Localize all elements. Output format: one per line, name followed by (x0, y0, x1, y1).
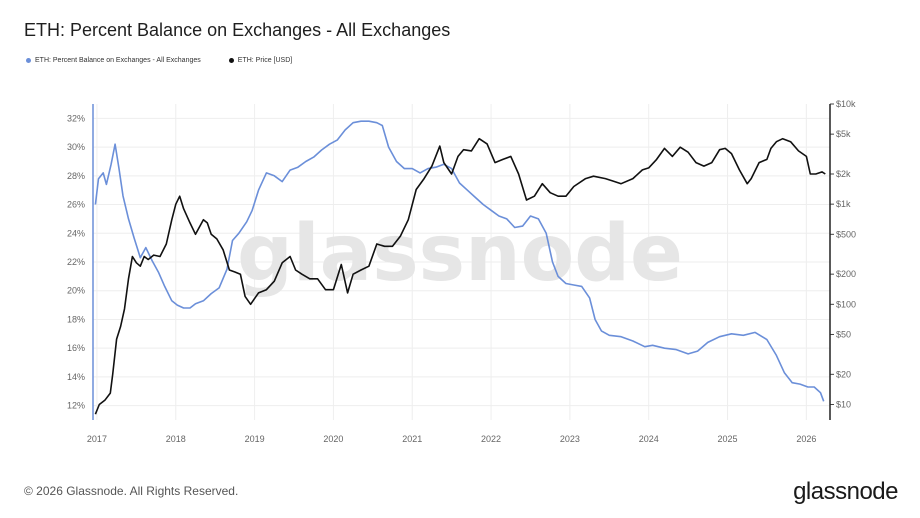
y-left-tick-label: 30% (67, 142, 85, 152)
x-tick-label: 2018 (166, 434, 186, 444)
y-left-tick-label: 28% (67, 171, 85, 181)
x-tick-label: 2019 (245, 434, 265, 444)
series-line-balance (94, 120, 825, 402)
legend-label-price: ETH: Price [USD] (237, 57, 293, 64)
y-right-tick-label: $200 (836, 269, 856, 279)
series-line-price (94, 137, 826, 415)
legend-item-price[interactable]: ETH: Price [USD] (228, 57, 293, 64)
legend-dot-price (228, 58, 234, 63)
x-tick-label: 2021 (402, 434, 422, 444)
y-right-tick-label: $5k (836, 129, 851, 139)
series-layer (94, 120, 826, 415)
y-left-tick-label: 32% (67, 113, 85, 123)
y-left-tick-label: 26% (67, 200, 85, 210)
y-right-tick-label: $100 (836, 299, 856, 309)
grid-layer (93, 104, 830, 420)
y-left-tick-label: 22% (67, 257, 85, 267)
y-left-tick-label: 18% (67, 314, 85, 324)
y-left-tick-label: 12% (67, 401, 85, 411)
legend-dot-balance (26, 58, 31, 63)
y-right-tick-label: $50 (836, 329, 851, 339)
y-right-tick-label: $20 (836, 369, 851, 379)
legend-label-balance: ETH: Percent Balance on Exchanges - All … (35, 57, 201, 64)
x-tick-label: 2022 (481, 434, 501, 444)
y-left-tick-label: 20% (67, 286, 85, 296)
chart-title: ETH: Percent Balance on Exchanges - All … (24, 20, 451, 40)
x-tick-label: 2026 (796, 434, 816, 444)
x-tick-label: 2025 (718, 434, 738, 444)
y-right-tick-label: $10 (836, 399, 851, 409)
y-right-tick-label: $10k (836, 99, 856, 109)
x-tick-label: 2023 (560, 434, 580, 444)
y-left-tick-label: 24% (67, 228, 85, 238)
legend-item-balance[interactable]: ETH: Percent Balance on Exchanges - All … (26, 57, 201, 64)
x-tick-label: 2024 (639, 434, 659, 444)
y-left-tick-label: 16% (67, 343, 85, 353)
y-right-tick-label: $2k (836, 169, 851, 179)
copyright-text: © 2026 Glassnode. All Rights Reserved. (24, 484, 239, 498)
watermark: glassnode (237, 209, 683, 299)
axes-layer: 12% 14% 16% 18% 20% 22% 24% 26% 28% 30% 32% 2017 201… (67, 99, 856, 444)
brand-logo: glassnode (793, 478, 898, 505)
x-tick-label: 2020 (323, 434, 343, 444)
chart-legend: ETH: Percent Balance on Exchanges - All … (26, 57, 292, 64)
x-tick-label: 2017 (87, 434, 107, 444)
y-right-tick-label: $1k (836, 199, 851, 209)
y-right-tick-label: $500 (836, 229, 856, 239)
y-left-tick-label: 14% (67, 372, 85, 382)
